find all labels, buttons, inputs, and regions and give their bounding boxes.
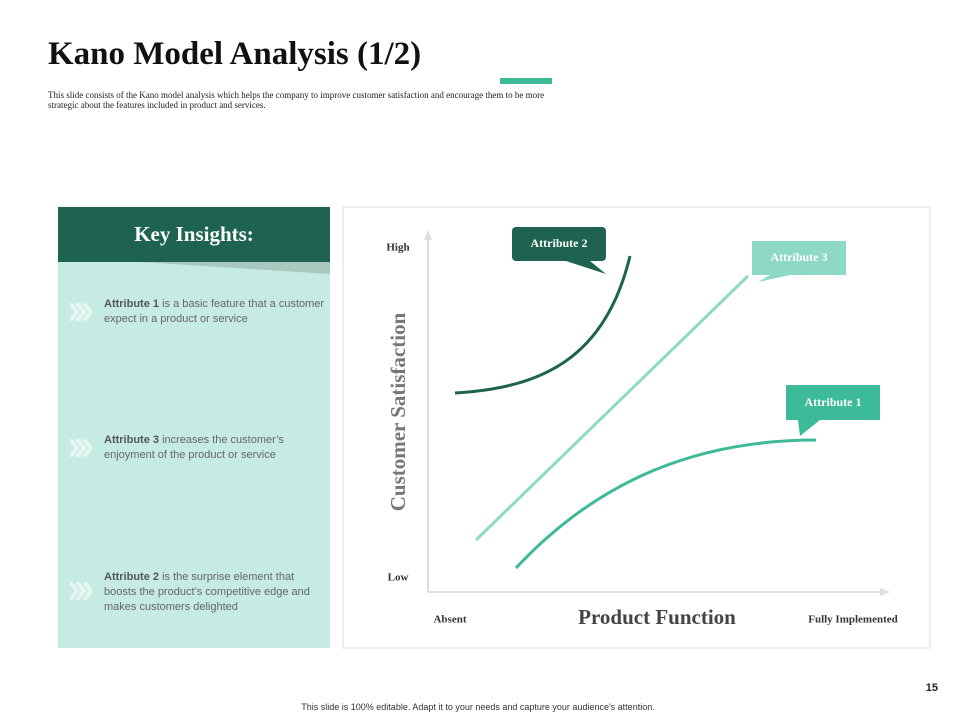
diagram-frame [342, 206, 931, 649]
y-arrow [424, 230, 432, 240]
y-high: High [386, 242, 409, 254]
insight-item: Attribute 3 increases the customer’s enj… [104, 433, 326, 463]
curve-attribute-3 [474, 274, 750, 542]
curve-attribute-2 [454, 255, 632, 395]
title-underline [500, 78, 552, 84]
title: Kano Model Analysis (1/2) [48, 36, 422, 72]
page-number: 15 [925, 682, 938, 694]
x-high: Fully Implemented [808, 614, 898, 626]
subtitle: This slide consists of the Kano model an… [48, 90, 545, 110]
footer: This slide is 100% editable. Adapt it to… [301, 702, 655, 712]
callout-tail [798, 420, 820, 436]
curve-attribute-1 [514, 438, 817, 570]
header-shadow [140, 262, 330, 274]
insight-text: increases the customer’s enjoyment of th… [104, 434, 284, 461]
callout-box [512, 227, 606, 261]
callout-label: Attribute 1 [805, 395, 862, 409]
chevron-icon [70, 582, 92, 600]
chevron-icon [70, 303, 92, 321]
x-low: Absent [433, 614, 466, 626]
insight-label: Attribute 1 [104, 298, 159, 310]
x-axis-title: Product Function [578, 605, 736, 629]
insights-panel [58, 262, 330, 648]
insights-title: Key Insights: [134, 222, 254, 246]
insight-label: Attribute 3 [104, 434, 159, 446]
callout-label: Attribute 3 [771, 250, 828, 264]
insight-label: Attribute 2 [104, 571, 159, 583]
callout-tail [566, 261, 606, 274]
callout-label: Attribute 2 [531, 236, 588, 250]
chevron-icon [70, 439, 92, 457]
insights-header [58, 207, 330, 262]
y-low: Low [388, 572, 409, 584]
x-arrow [880, 588, 890, 596]
callout-tail [758, 275, 790, 282]
y-axis-title: Customer Satisfaction [386, 312, 410, 511]
callout-box [752, 241, 846, 275]
insight-text: is a basic feature that a customer expec… [104, 298, 325, 325]
insight-text: is the surprise element that boosts the … [104, 571, 310, 613]
insight-item: Attribute 1 is a basic feature that a cu… [104, 297, 326, 327]
insight-item: Attribute 2 is the surprise element that… [104, 570, 326, 615]
callout-box [786, 385, 880, 420]
